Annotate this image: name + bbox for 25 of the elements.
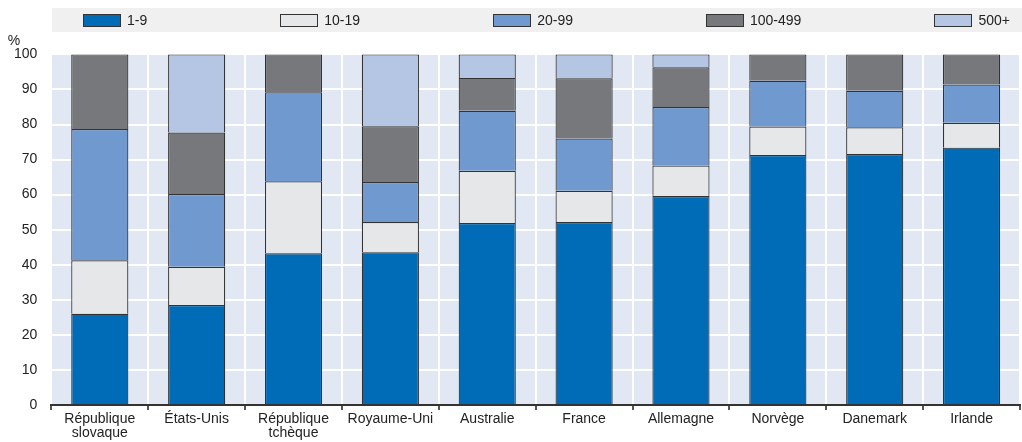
y-tick-label: 60 bbox=[21, 185, 38, 202]
x-tick-label: République tchèque bbox=[258, 409, 330, 440]
legend-label: 100-499 bbox=[750, 12, 802, 28]
x-tick-label: Danemark bbox=[842, 409, 908, 426]
y-tick-label: 50 bbox=[21, 220, 38, 237]
legend-label: 1-9 bbox=[127, 12, 148, 28]
y-tick-label: 90 bbox=[21, 80, 38, 97]
y-tick-label: 70 bbox=[21, 150, 38, 167]
x-tick-label: Royaume-Uni bbox=[347, 409, 434, 426]
x-tick-label: Irlande bbox=[950, 409, 994, 426]
legend-label: 20-99 bbox=[537, 12, 573, 28]
x-tick-label: France bbox=[562, 409, 607, 426]
y-tick-label: 0 bbox=[29, 395, 38, 412]
x-tick-label: États-Unis bbox=[164, 409, 229, 426]
y-tick-label: 40 bbox=[21, 255, 38, 272]
legend-label: 10-19 bbox=[324, 12, 361, 28]
x-tick-label: République slovaque bbox=[64, 409, 136, 440]
y-tick-label: 30 bbox=[21, 290, 38, 307]
legend-label: 500+ bbox=[978, 12, 1010, 28]
x-tick-label: Australie bbox=[460, 409, 515, 426]
y-tick-label: 20 bbox=[21, 325, 38, 342]
x-tick-label: Allemagne bbox=[647, 409, 715, 426]
y-tick-label: 80 bbox=[21, 115, 38, 132]
x-tick-label: Norvège bbox=[751, 409, 805, 426]
y-tick-label: 10 bbox=[21, 360, 38, 377]
